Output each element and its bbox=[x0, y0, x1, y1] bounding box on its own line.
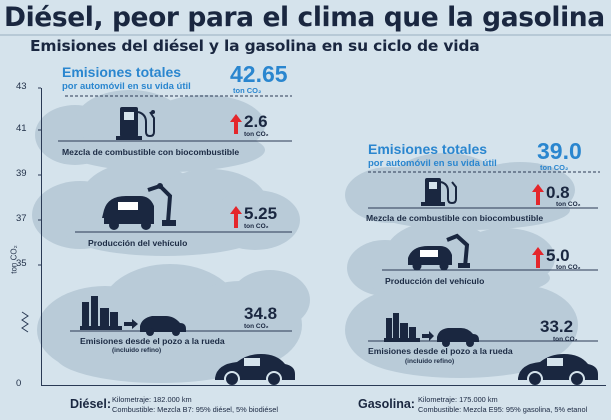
diesel-bar-fuel-blend bbox=[35, 90, 265, 172]
y-tick-marks bbox=[38, 87, 41, 266]
y-tick-label: 41 bbox=[16, 123, 27, 134]
refinery-to-car-icon bbox=[80, 296, 186, 336]
title-divider bbox=[0, 34, 611, 36]
diesel-caption-km: Kilometraje: 182.000 km bbox=[112, 395, 192, 404]
gasolina-bar-production bbox=[347, 221, 555, 298]
factory-robot-icon bbox=[408, 233, 470, 271]
gasolina-segment-label-well-to-wheel: Emisiones desde el pozo a la rueda bbox=[368, 346, 513, 356]
y-tick-label: 35 bbox=[16, 258, 27, 269]
x-axis-baseline bbox=[41, 385, 606, 386]
arrow-up-icon bbox=[230, 114, 242, 134]
gasolina-total-value: 39.0 bbox=[537, 138, 582, 164]
diesel-segment-unit-well-to-wheel: ton CO₂ bbox=[244, 323, 269, 330]
y-tick-label: 39 bbox=[16, 168, 27, 179]
car-icon bbox=[518, 354, 598, 387]
y-tick-label: 37 bbox=[16, 213, 27, 224]
diesel-segment-label-well-to-wheel: Emisiones desde el pozo a la rueda bbox=[80, 336, 225, 346]
diesel-segment-value-well-to-wheel: 34.8 bbox=[244, 304, 278, 323]
refinery-to-car-icon bbox=[384, 313, 479, 347]
gasolina-segment-value-fuel-blend: 0.8 bbox=[546, 183, 570, 202]
diesel-total-label: Emisiones totales bbox=[62, 64, 182, 80]
diesel-segment-label-production: Producción del vehículo bbox=[88, 238, 188, 248]
y-axis-line bbox=[41, 88, 42, 386]
gasolina-total-label: Emisiones totales bbox=[368, 141, 488, 157]
gasolina-caption-fuel: Combustible: Mezcla E95: 95% gasolina, 5… bbox=[418, 405, 588, 414]
fuel-pump-icon bbox=[116, 107, 155, 140]
factory-robot-icon bbox=[102, 183, 176, 230]
diesel-caption-name: Diésel: bbox=[70, 397, 111, 411]
arrow-up-icon bbox=[532, 184, 544, 205]
y-tick-label: 0 bbox=[16, 378, 22, 389]
gasolina-bar-fuel-blend bbox=[345, 153, 575, 230]
fuel-pump-icon bbox=[421, 178, 457, 206]
page-subtitle: Emisiones del diésel y la gasolina en su… bbox=[30, 37, 480, 55]
diesel-segment-value-production: 5.25 bbox=[244, 204, 278, 223]
page-title: Diésel, peor para el clima que la gasoli… bbox=[4, 2, 605, 33]
gasolina-segment-sublabel-well-to-wheel: (incluido refino) bbox=[405, 358, 455, 365]
diesel-caption-fuel: Combustible: Mezcla B7: 95% diésel, 5% b… bbox=[112, 405, 278, 414]
gasolina-total-sublabel: por automóvil en su vida útil bbox=[368, 158, 497, 169]
gasolina-caption-name: Gasolina: bbox=[358, 397, 415, 411]
diesel-segment-sublabel-well-to-wheel: (incluido refino) bbox=[112, 347, 162, 354]
diesel-segment-unit-fuel-blend: ton CO₂ bbox=[244, 131, 269, 138]
y-tick-label: 43 bbox=[16, 81, 27, 92]
arrow-up-icon bbox=[230, 206, 242, 228]
diesel-total-sublabel: por automóvil en su vida útil bbox=[62, 81, 191, 92]
diesel-segment-value-fuel-blend: 2.6 bbox=[244, 112, 268, 131]
diesel-segment-unit-production: ton CO₂ bbox=[244, 223, 269, 230]
gasolina-segment-unit-production: ton CO₂ bbox=[556, 264, 581, 271]
gasolina-segment-unit-fuel-blend: ton CO₂ bbox=[556, 201, 581, 208]
y-axis-label: ton CO₂ bbox=[9, 245, 19, 274]
gasolina-segment-value-production: 5.0 bbox=[546, 246, 570, 265]
gasolina-total-unit: ton CO₂ bbox=[540, 163, 569, 172]
diesel-total-value: 42.65 bbox=[230, 61, 288, 87]
axis-break-icon bbox=[21, 311, 29, 333]
arrow-up-icon bbox=[532, 247, 544, 268]
gasolina-segment-unit-well-to-wheel: ton CO₂ bbox=[553, 336, 578, 343]
gasolina-segment-label-fuel-blend: Mezcla de combustible con biocombustible bbox=[366, 213, 544, 223]
gasolina-caption-km: Kilometraje: 175.000 km bbox=[418, 395, 498, 404]
gasolina-segment-label-production: Producción del vehículo bbox=[385, 276, 485, 286]
diesel-bar-well-to-wheel bbox=[37, 264, 310, 383]
diesel-segment-label-fuel-blend: Mezcla de combustible con biocombustible bbox=[62, 147, 240, 157]
diesel-total-unit: ton CO₂ bbox=[233, 86, 262, 95]
gasolina-segment-value-well-to-wheel: 33.2 bbox=[540, 317, 574, 336]
car-icon bbox=[215, 354, 295, 387]
